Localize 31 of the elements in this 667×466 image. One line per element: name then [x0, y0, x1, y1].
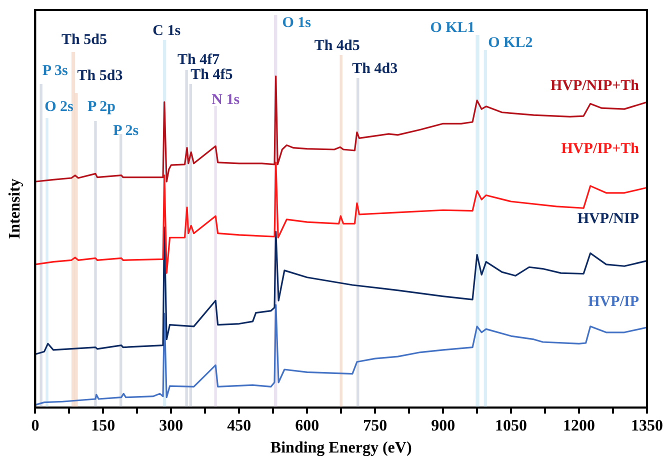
band-label: O 1s [282, 15, 312, 31]
x-tick-label: 450 [227, 417, 252, 434]
x-tick-label: 1350 [631, 417, 663, 434]
x-tick-label: 150 [91, 417, 116, 434]
series-label: HVP/NIP [577, 211, 639, 227]
x-tick-label: 900 [431, 417, 456, 434]
band-label: O KL2 [488, 35, 533, 51]
band-label: P 3s [42, 63, 68, 79]
x-tick-label: 1050 [495, 417, 528, 434]
band-label: P 2p [88, 99, 116, 115]
x-axis-title: Binding Energy (eV) [270, 440, 412, 457]
x-tick-label: 300 [159, 417, 184, 434]
band-label: Th 4f7 [178, 52, 220, 68]
band-label: O 2s [44, 99, 74, 115]
band-label: Th 5d3 [77, 68, 123, 84]
band-label: Th 5d5 [62, 32, 107, 48]
band-label: C 1s [152, 23, 181, 39]
band-label: O KL1 [430, 20, 475, 36]
text: HVP/IP+Th [561, 141, 640, 157]
band-label: Th 4f5 [190, 67, 233, 83]
x-tick-label: 0 [31, 417, 40, 434]
series-label: HVP/IP [588, 294, 639, 310]
band-label: N 1s [212, 92, 240, 108]
band-label: Th 4d3 [352, 61, 398, 77]
band-label: Th 4d5 [314, 38, 360, 54]
series-label: HVP/NIP+Th [550, 78, 640, 94]
x-tick-label: 600 [295, 417, 320, 434]
x-tick-label: 1200 [563, 417, 596, 434]
band-label: P 2s [113, 123, 139, 139]
x-tick-label: 750 [363, 417, 388, 434]
y-axis-title: Intensity [6, 178, 24, 240]
